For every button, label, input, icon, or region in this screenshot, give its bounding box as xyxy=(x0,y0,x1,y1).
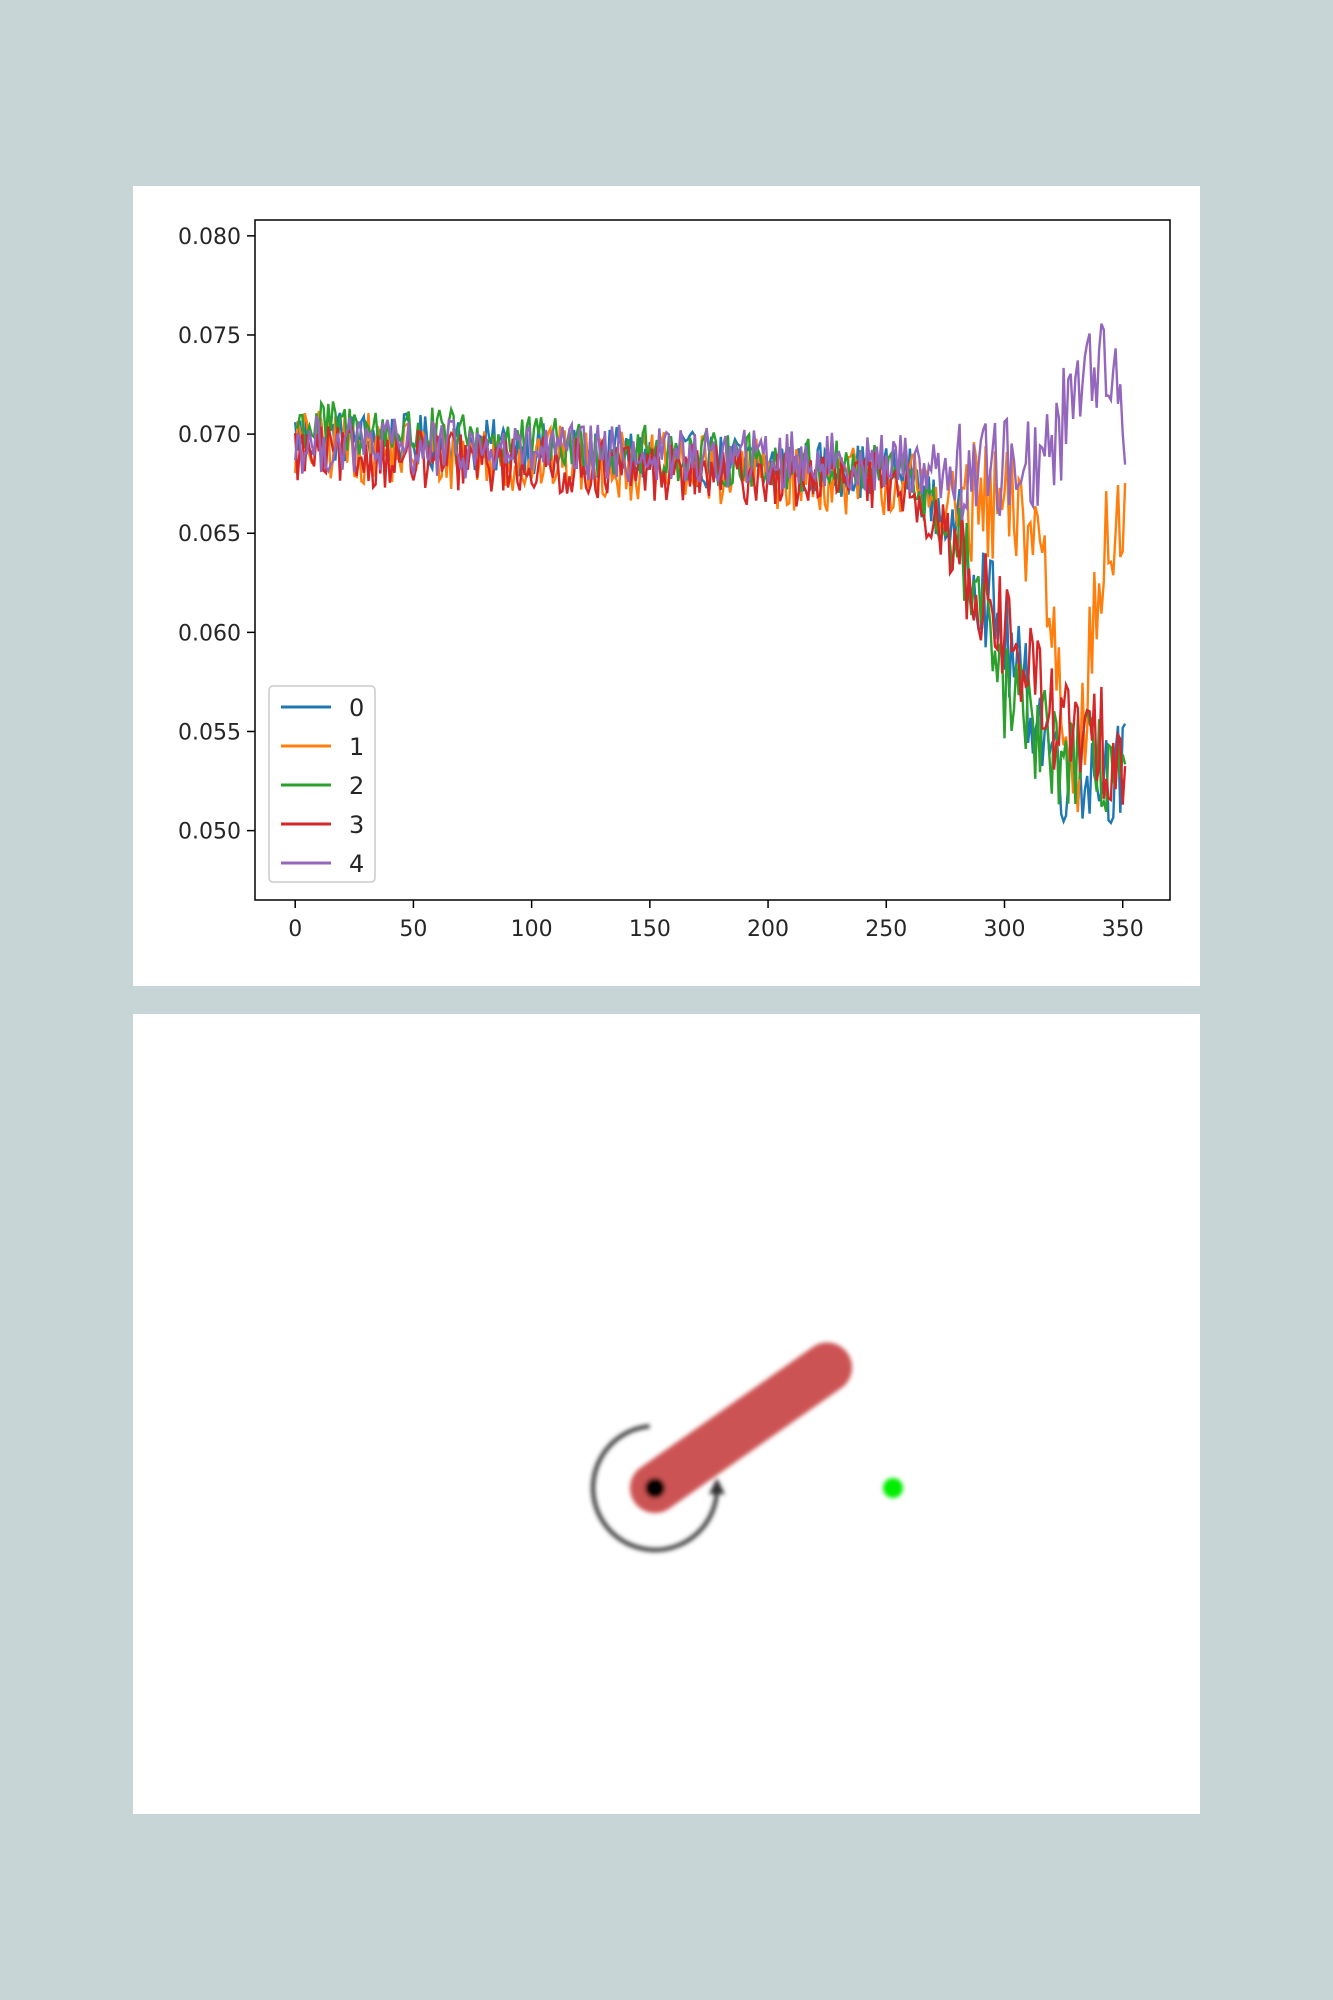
x-axis-ticks: 0 50 100 150 200 250 300 350 xyxy=(288,900,1144,942)
y-tick-label: 0.050 xyxy=(178,820,241,845)
x-tick-label: 200 xyxy=(747,917,789,942)
y-tick-label: 0.075 xyxy=(178,324,241,349)
chart-panel: 0 50 100 150 200 250 300 350 0.050 0.055 0.060 0.0… xyxy=(133,186,1200,986)
pendulum-pivot xyxy=(645,1478,665,1498)
series-line-4 xyxy=(294,323,1127,521)
torque-arrow-head-icon xyxy=(708,1478,725,1495)
legend-label-2: 2 xyxy=(349,772,364,800)
x-tick-label: 0 xyxy=(288,917,302,942)
x-tick-label: 100 xyxy=(511,917,553,942)
x-tick-label: 250 xyxy=(865,917,907,942)
legend-label-3: 3 xyxy=(349,811,364,839)
series-lines xyxy=(294,323,1127,826)
legend: 0 1 2 3 4 xyxy=(268,685,376,883)
y-tick-label: 0.060 xyxy=(178,621,241,646)
x-tick-label: 350 xyxy=(1102,917,1144,942)
y-tick-label: 0.055 xyxy=(178,720,241,745)
goal-marker xyxy=(883,1478,903,1498)
y-tick-label: 0.070 xyxy=(178,423,241,448)
pendulum-panel xyxy=(133,1014,1200,1814)
legend-label-0: 0 xyxy=(349,694,364,722)
x-tick-label: 150 xyxy=(629,917,671,942)
torque-arrow-arc xyxy=(591,1424,719,1552)
plot-frame xyxy=(254,219,1171,901)
series-line-3 xyxy=(294,425,1127,805)
y-tick-label: 0.065 xyxy=(178,522,241,547)
legend-label-1: 1 xyxy=(349,733,364,761)
y-tick-label: 0.080 xyxy=(178,225,241,250)
pendulum-rod xyxy=(630,1342,853,1513)
pendulum-render xyxy=(591,1342,903,1552)
legend-label-4: 4 xyxy=(349,850,364,878)
line-chart: 0 50 100 150 200 250 300 350 0.0500.0550.0600.0… xyxy=(178,219,1171,942)
y-axis-ticks: 0.050 0.055 0.060 0.065 0.070 0.075 0.080 xyxy=(178,225,255,845)
x-tick-label: 300 xyxy=(983,917,1025,942)
x-tick-label: 50 xyxy=(399,917,427,942)
